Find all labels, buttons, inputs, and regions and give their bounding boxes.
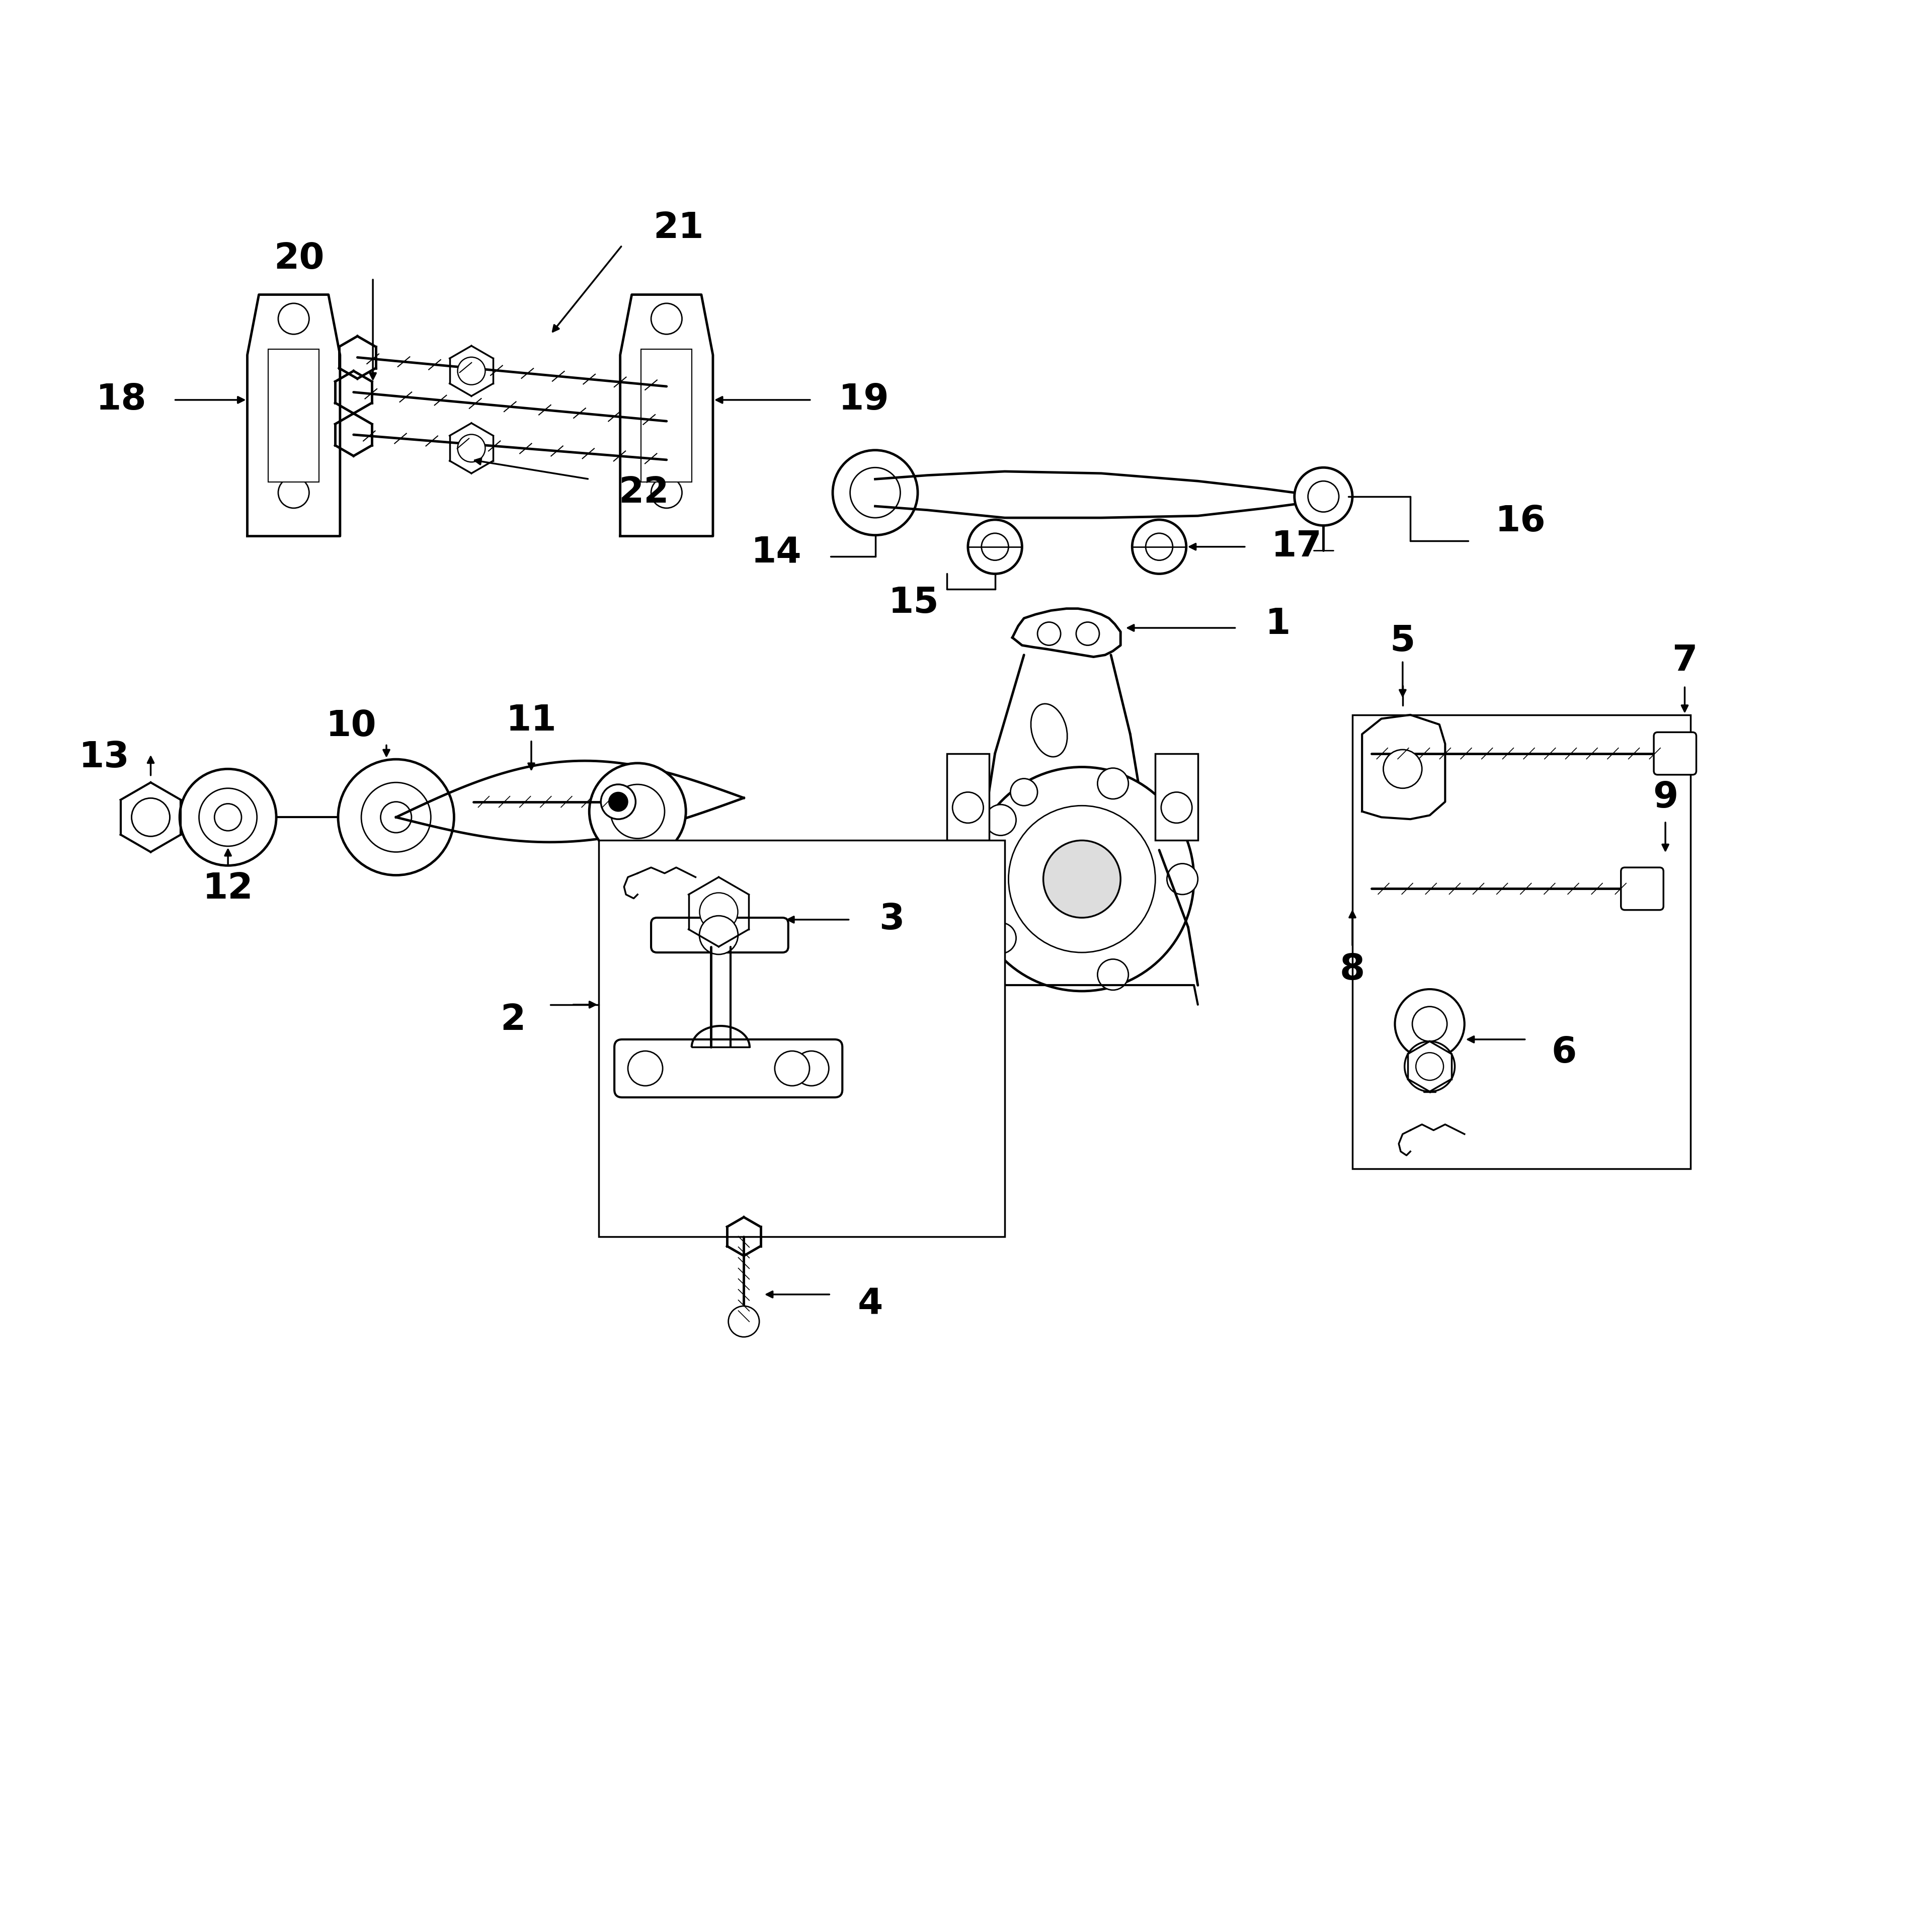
Text: 9: 9	[1652, 781, 1679, 815]
Polygon shape	[620, 294, 713, 535]
Circle shape	[278, 303, 309, 334]
Circle shape	[850, 468, 900, 518]
Bar	[641, 350, 692, 481]
Polygon shape	[396, 761, 744, 842]
Text: 8: 8	[1339, 952, 1366, 987]
Text: 13: 13	[79, 740, 129, 775]
Circle shape	[609, 792, 628, 811]
Bar	[269, 350, 319, 481]
Circle shape	[651, 303, 682, 334]
Circle shape	[1132, 520, 1186, 574]
FancyBboxPatch shape	[1654, 732, 1696, 775]
Circle shape	[1294, 468, 1352, 526]
Circle shape	[1416, 1053, 1443, 1080]
Circle shape	[833, 450, 918, 535]
Circle shape	[651, 419, 682, 450]
Text: 17: 17	[1271, 529, 1321, 564]
Text: 22: 22	[618, 475, 668, 510]
Text: 18: 18	[97, 383, 147, 417]
Text: 7: 7	[1671, 643, 1698, 678]
Bar	[599, 840, 1005, 1236]
Polygon shape	[875, 471, 1323, 518]
Circle shape	[1412, 1007, 1447, 1041]
Text: 20: 20	[274, 242, 325, 276]
Circle shape	[952, 792, 983, 823]
Polygon shape	[247, 294, 340, 535]
Circle shape	[970, 767, 1194, 991]
Circle shape	[1037, 622, 1061, 645]
Circle shape	[381, 802, 412, 833]
Circle shape	[775, 1051, 810, 1086]
Circle shape	[794, 1051, 829, 1086]
Circle shape	[1010, 779, 1037, 806]
Circle shape	[985, 923, 1016, 954]
Circle shape	[180, 769, 276, 866]
Text: 6: 6	[1551, 1036, 1577, 1070]
Text: 12: 12	[203, 871, 253, 906]
Circle shape	[611, 784, 665, 838]
Circle shape	[699, 916, 738, 954]
Circle shape	[214, 804, 242, 831]
FancyBboxPatch shape	[1621, 867, 1663, 910]
Circle shape	[589, 763, 686, 860]
Circle shape	[699, 893, 738, 931]
Text: 2: 2	[500, 1003, 526, 1037]
Circle shape	[1009, 806, 1155, 952]
Circle shape	[1395, 989, 1464, 1059]
Circle shape	[278, 352, 309, 383]
Text: 10: 10	[327, 709, 377, 744]
Circle shape	[458, 435, 485, 462]
Circle shape	[985, 804, 1016, 835]
Circle shape	[1308, 481, 1339, 512]
Circle shape	[278, 419, 309, 450]
Circle shape	[1097, 958, 1128, 989]
Circle shape	[1146, 533, 1173, 560]
Circle shape	[361, 782, 431, 852]
Polygon shape	[1012, 609, 1121, 657]
Circle shape	[728, 1306, 759, 1337]
Text: 4: 4	[858, 1287, 883, 1321]
Circle shape	[1383, 750, 1422, 788]
Text: 19: 19	[838, 383, 889, 417]
Text: 11: 11	[506, 703, 556, 738]
Text: 14: 14	[752, 535, 802, 570]
Circle shape	[651, 352, 682, 383]
Circle shape	[1076, 622, 1099, 645]
Circle shape	[1161, 792, 1192, 823]
Bar	[947, 753, 989, 840]
Circle shape	[981, 533, 1009, 560]
Polygon shape	[1362, 715, 1445, 819]
Circle shape	[628, 1051, 663, 1086]
Circle shape	[131, 798, 170, 837]
Circle shape	[968, 520, 1022, 574]
Ellipse shape	[1032, 703, 1066, 757]
Circle shape	[1097, 769, 1128, 800]
Circle shape	[458, 357, 485, 384]
Bar	[1155, 753, 1198, 840]
Bar	[1352, 715, 1691, 1169]
FancyBboxPatch shape	[614, 1039, 842, 1097]
Text: 3: 3	[879, 902, 904, 937]
Circle shape	[651, 477, 682, 508]
Text: 15: 15	[889, 585, 939, 620]
Text: 5: 5	[1389, 624, 1416, 659]
Text: 21: 21	[653, 211, 703, 245]
Text: 1: 1	[1265, 607, 1291, 641]
FancyBboxPatch shape	[651, 918, 788, 952]
Circle shape	[1043, 840, 1121, 918]
Circle shape	[601, 784, 636, 819]
Circle shape	[199, 788, 257, 846]
Circle shape	[338, 759, 454, 875]
Text: 16: 16	[1495, 504, 1546, 539]
Circle shape	[1405, 1041, 1455, 1092]
Circle shape	[1167, 864, 1198, 895]
Circle shape	[278, 477, 309, 508]
